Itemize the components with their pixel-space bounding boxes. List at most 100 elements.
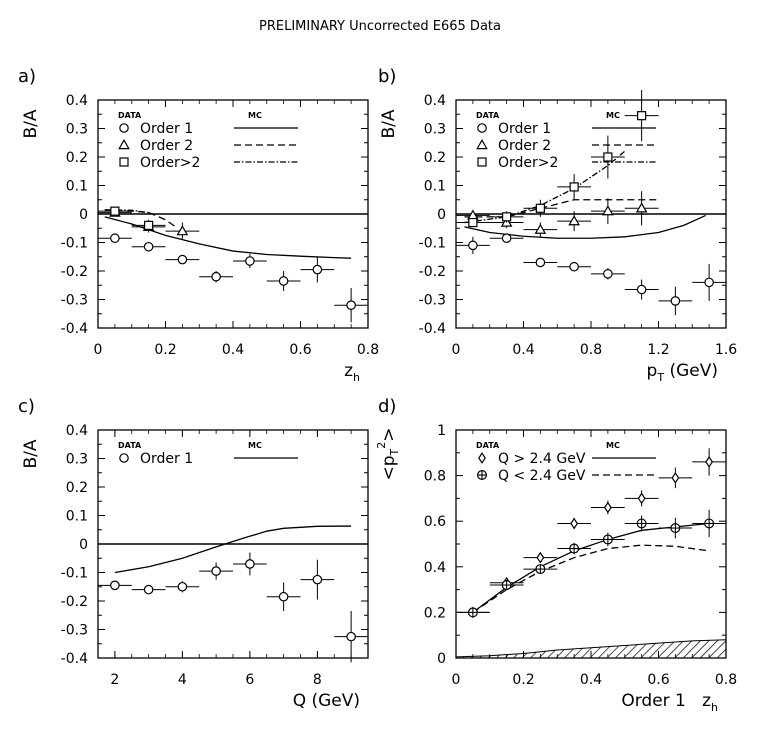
x-tick-label: 4: [178, 672, 187, 688]
data-point: [98, 206, 132, 216]
y-tick-label: -0.3: [419, 293, 446, 309]
legend-label: Order 2: [498, 138, 551, 154]
y-axis-label-main: B/A: [21, 109, 41, 138]
legend-entry: Order 1: [119, 121, 298, 137]
marker-circle: [704, 277, 714, 288]
legend-mc-header: MC: [248, 441, 262, 450]
x-axis-label-sub: h: [711, 701, 718, 714]
y-axis-label: <pT2>: [375, 427, 401, 480]
x-axis-label-suffix: (GeV): [664, 361, 718, 381]
legend-entry: Q > 2.4 GeV: [478, 451, 656, 467]
x-axis-label: pT (GeV): [647, 361, 718, 384]
x-tick-label: 0.2: [154, 342, 176, 358]
y-axis-label: B/A: [21, 109, 41, 138]
marker-diamond: [570, 517, 579, 530]
x-axis-label-sub: T: [656, 371, 664, 384]
y-tick-label: 0.4: [66, 423, 88, 439]
y-axis-label: B/A: [21, 439, 41, 468]
series-circle: [456, 214, 726, 316]
data-point: [591, 198, 625, 224]
marker-circle: [177, 254, 188, 265]
marker-cross-circle: [535, 564, 546, 575]
marker-square: [569, 182, 579, 192]
y-tick-label: 0.2: [424, 605, 446, 621]
panel-label: d): [378, 396, 396, 417]
legend-marker-circle: [119, 123, 129, 133]
data-point: [557, 542, 591, 555]
panel-label: c): [18, 396, 35, 417]
legend-label: Order>2: [498, 155, 558, 171]
y-axis-label-sub: T: [388, 448, 401, 456]
marker-circle: [636, 284, 647, 295]
marker-triangle: [467, 209, 479, 220]
mc-curve: [464, 214, 707, 239]
legend-label: Order 1: [140, 451, 193, 467]
data-point: [658, 517, 693, 539]
x-axis-label-main: z: [702, 691, 711, 711]
data-point: [557, 211, 591, 232]
data-point: [266, 582, 301, 611]
data-point: [591, 532, 625, 547]
y-tick-label: 0.2: [66, 150, 88, 166]
legend-entry: Q < 2.4 GeV: [477, 468, 656, 484]
y-tick-label: -0.4: [419, 321, 446, 337]
data-point: [199, 271, 233, 283]
data-point: [557, 174, 591, 200]
panels: a) -0.4 -0.3 -0.2 -0.1 0 0.1 0.2 0.3 0.4 0 0.2 0.4 0.…: [18, 66, 737, 714]
y-axis-label-sup: 2: [375, 442, 388, 449]
data-point: [300, 559, 335, 600]
series-diamond: [456, 448, 726, 619]
y-tick-label: 0.2: [424, 150, 446, 166]
series-circle: [98, 525, 368, 663]
data-point: [334, 610, 368, 663]
mc-curve: [104, 209, 176, 228]
data-point: [489, 580, 524, 591]
y-tick-label: -0.2: [419, 264, 446, 280]
legend-label: Order>2: [140, 155, 200, 171]
x-tick-label: 1.2: [647, 342, 669, 358]
panel-label: a): [18, 66, 36, 87]
data-point: [131, 219, 166, 232]
marker-cross-circle: [467, 607, 478, 618]
y-tick-label: -0.4: [61, 321, 88, 337]
legend-data-header: DATA: [118, 111, 142, 120]
data-point: [591, 268, 625, 280]
marker-diamond: [637, 492, 646, 505]
y-tick-label: 0.3: [424, 122, 446, 138]
data-point: [233, 552, 267, 576]
systematic-band: [455, 639, 727, 659]
series-square: [456, 90, 659, 228]
marker-cross-circle: [501, 580, 512, 591]
legend-mc-header: MC: [248, 111, 262, 120]
legend-label: Q < 2.4 GeV: [498, 468, 586, 484]
mc-curve: [104, 216, 352, 259]
y-tick-label: 0: [79, 207, 88, 223]
marker-diamond: [536, 551, 545, 564]
data-point: [165, 581, 200, 593]
data-point: [456, 607, 490, 618]
marker-cross-circle: [704, 518, 715, 529]
marker-circle: [177, 581, 188, 592]
mc-curve: [464, 150, 626, 224]
legend-marker-circle: [477, 123, 487, 133]
legend-entry: Order 1: [477, 121, 656, 137]
marker-triangle: [602, 205, 614, 216]
marker-cross-circle: [602, 534, 613, 545]
x-tick-label: 8: [313, 672, 322, 688]
legend-marker-triangle: [476, 138, 488, 150]
x-axis-label: Q (GeV): [293, 691, 360, 711]
marker-square: [603, 152, 613, 162]
legend-entry: Order>2: [477, 155, 656, 171]
mc-curve: [472, 522, 710, 613]
marker-circle: [211, 566, 221, 576]
data-point: [658, 467, 693, 489]
x-axis-label-prefix: Order 1: [621, 691, 686, 711]
data-point: [692, 263, 726, 301]
data-point: [98, 233, 132, 244]
data-point: [489, 233, 524, 244]
y-tick-label: 0.1: [424, 179, 446, 195]
data-point: [523, 564, 558, 575]
legend-data-header: DATA: [476, 441, 500, 450]
data-point: [233, 253, 267, 269]
marker-circle: [501, 233, 512, 244]
